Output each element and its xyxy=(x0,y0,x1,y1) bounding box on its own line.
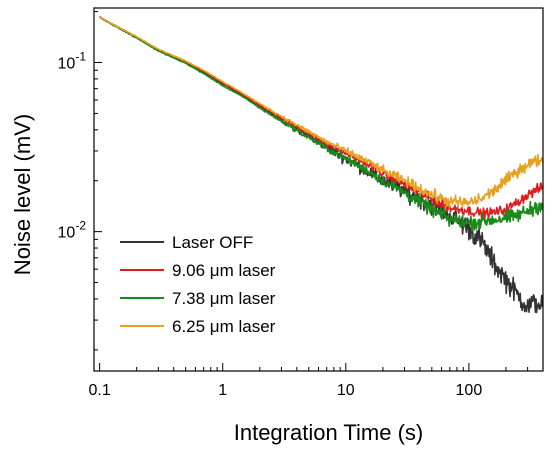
series-line-1 xyxy=(99,16,543,314)
series-line-4 xyxy=(99,16,543,208)
plot-frame xyxy=(93,7,544,372)
x-tick-label: 0.1 xyxy=(89,382,111,399)
series-layer xyxy=(99,16,543,314)
series-line-2 xyxy=(99,16,543,221)
legend-label: 7.38 μm laser xyxy=(172,289,276,308)
y-tick-label: 10-1 xyxy=(58,50,87,73)
legend-label: Laser OFF xyxy=(172,233,253,252)
x-tick-label: 10 xyxy=(337,382,355,399)
x-tick-label: 1 xyxy=(218,382,227,399)
y-axis-title: Noise level (mV) xyxy=(10,114,35,275)
x-axis-title: Integration Time (s) xyxy=(234,420,424,445)
tick-layer: 0.1 1 10 100 10-1 10-2 xyxy=(58,11,544,399)
legend-label: 9.06 μm laser xyxy=(172,261,276,280)
legend-label: 6.25 μm laser xyxy=(172,317,276,336)
y-tick-label: 10-2 xyxy=(58,219,87,242)
series-line-3 xyxy=(99,16,543,232)
x-tick-label: 100 xyxy=(456,382,483,399)
legend: Laser OFF 9.06 μm laser 7.38 μm laser 6.25 … xyxy=(120,233,276,336)
